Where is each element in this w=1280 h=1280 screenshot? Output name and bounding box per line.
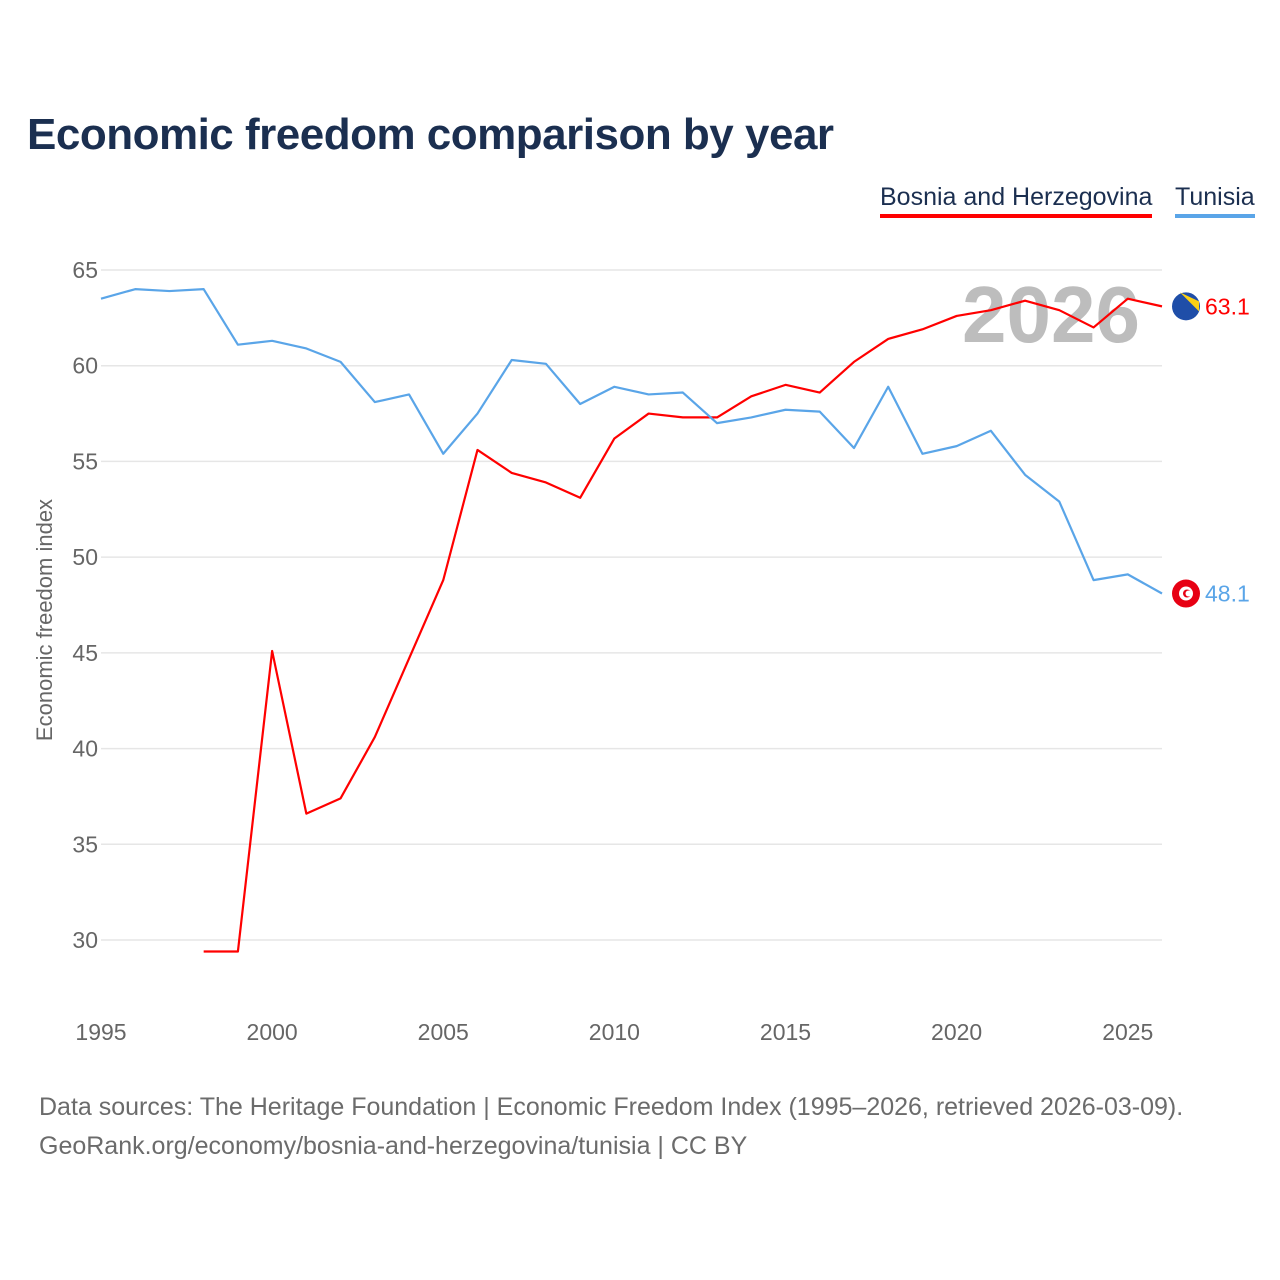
series-line-tunisia <box>100 288 1163 595</box>
y-axis-label: Economic freedom index <box>32 499 57 741</box>
y-tick-label: 55 <box>72 448 98 474</box>
series-line-bosnia <box>203 297 1163 953</box>
footer: Data sources: The Heritage Foundation | … <box>39 1088 1183 1166</box>
x-tick-label: 2005 <box>418 1019 469 1045</box>
x-tick-label: 2025 <box>1102 1019 1153 1045</box>
legend-bosnia[interactable]: Bosnia and Herzegovina <box>880 183 1153 218</box>
y-tick-label: 45 <box>72 640 98 666</box>
x-tick-label: 1995 <box>75 1019 126 1045</box>
tunisia-flag-crescent-cut <box>1185 590 1192 597</box>
legend-tunisia[interactable]: Tunisia <box>1175 183 1255 218</box>
y-tick-label: 65 <box>72 257 98 283</box>
x-tick-label: 2010 <box>589 1019 640 1045</box>
end-value-label: 48.1 <box>1205 581 1250 607</box>
year-watermark: 2026 <box>962 270 1140 359</box>
x-tick-label: 2020 <box>931 1019 982 1045</box>
y-tick-label: 60 <box>72 353 98 379</box>
y-tick-label: 40 <box>72 736 98 762</box>
footer-link[interactable]: GeoRank.org/economy/bosnia-and-herzegovi… <box>39 1132 748 1160</box>
y-tick-label: 50 <box>72 544 98 570</box>
x-tick-label: 2015 <box>760 1019 811 1045</box>
y-tick-label: 35 <box>72 831 98 857</box>
bosnia-flag-triangle <box>1180 292 1199 312</box>
y-tick-label: 30 <box>72 927 98 953</box>
end-value-label: 63.1 <box>1205 293 1250 319</box>
footer-sources: Data sources: The Heritage Foundation | … <box>39 1093 1184 1121</box>
chart-title: Economic freedom comparison by year <box>27 110 834 159</box>
x-tick-label: 2000 <box>247 1019 298 1045</box>
